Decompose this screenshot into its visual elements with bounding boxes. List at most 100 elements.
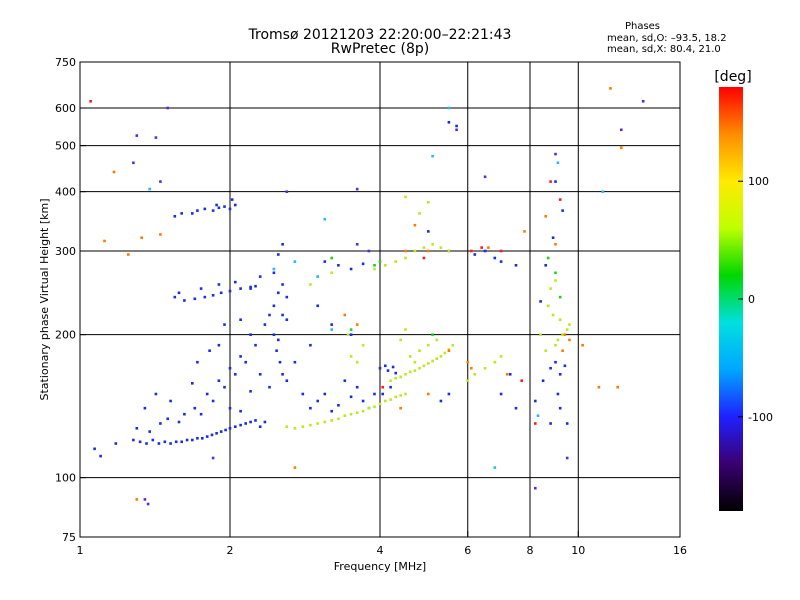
data-point	[185, 438, 189, 442]
data-point	[191, 438, 194, 442]
data-point	[565, 456, 569, 460]
data-point	[565, 328, 569, 331]
grid-lines	[80, 62, 680, 537]
data-point	[89, 100, 92, 103]
data-point	[546, 256, 550, 260]
data-point	[427, 343, 430, 347]
data-point	[330, 323, 333, 326]
data-point	[404, 195, 407, 199]
y-tick-label: 600	[55, 102, 76, 115]
data-point	[427, 392, 430, 396]
data-point	[563, 364, 567, 368]
data-point	[323, 392, 327, 396]
data-point	[301, 392, 305, 396]
data-point	[223, 323, 226, 326]
data-point	[520, 379, 523, 382]
data-point	[373, 267, 376, 271]
data-point	[539, 333, 542, 336]
data-point	[544, 264, 547, 267]
x-tick-label: 1	[77, 544, 84, 557]
data-point	[281, 373, 284, 376]
data-point	[549, 287, 552, 290]
data-point	[143, 406, 147, 410]
data-point	[549, 422, 552, 425]
data-point	[561, 333, 564, 336]
data-point	[361, 409, 365, 413]
data-point	[146, 502, 150, 506]
data-point	[523, 230, 526, 233]
data-point	[546, 304, 550, 308]
data-point	[447, 249, 451, 253]
data-point	[258, 373, 262, 376]
data-point	[254, 284, 257, 288]
data-point	[180, 440, 183, 444]
data-point	[219, 430, 223, 433]
data-point	[93, 447, 96, 451]
data-point	[217, 206, 221, 210]
y-tick-label: 75	[62, 531, 76, 544]
data-point	[346, 333, 350, 336]
data-point	[549, 180, 552, 183]
data-point	[114, 442, 118, 445]
data-point	[473, 253, 477, 256]
stats-o-mode: mean, sd,O: –93.5, 18.2	[607, 33, 727, 44]
stats-x-mode: mean, sd,X: 80.4, 21.0	[607, 44, 721, 55]
data-point	[373, 392, 376, 396]
y-tick-label: 100	[55, 472, 76, 485]
data-point	[435, 338, 439, 342]
data-point	[349, 333, 353, 336]
data-point	[316, 304, 319, 308]
data-point	[447, 349, 451, 352]
data-point	[473, 373, 477, 376]
data-point	[408, 355, 412, 358]
data-point	[163, 440, 167, 444]
data-point	[399, 406, 402, 410]
x-tick-label: 2	[227, 544, 234, 557]
data-point	[554, 180, 557, 183]
colorbar-tick-label: 100	[748, 175, 769, 188]
data-point	[355, 323, 359, 326]
data-point	[427, 362, 430, 365]
x-axis-ticks: 1 2 4 6 8 10 16	[77, 531, 687, 557]
data-point	[418, 349, 421, 352]
data-point	[103, 239, 106, 243]
data-point	[281, 283, 284, 286]
data-point	[554, 243, 557, 246]
data-point	[196, 209, 199, 212]
data-point	[183, 299, 186, 302]
data-point	[285, 190, 289, 193]
data-point	[427, 249, 430, 253]
data-point	[330, 256, 333, 260]
data-point	[394, 371, 397, 375]
data-point	[418, 212, 421, 215]
data-point	[361, 262, 365, 266]
x-tick-label: 4	[377, 544, 384, 557]
data-point	[451, 343, 455, 347]
data-point	[228, 289, 232, 293]
data-point	[316, 275, 319, 278]
data-point	[413, 369, 417, 372]
data-point	[154, 136, 158, 139]
data-point	[384, 264, 387, 267]
data-point	[159, 422, 162, 425]
data-point	[391, 365, 395, 369]
data-point	[361, 399, 365, 403]
data-point	[219, 291, 223, 295]
data-point	[499, 392, 503, 396]
data-point	[157, 442, 161, 445]
y-tick-label: 300	[55, 245, 76, 258]
data-point	[384, 364, 387, 368]
data-point	[330, 328, 333, 331]
data-point	[394, 376, 397, 380]
data-point	[399, 394, 402, 397]
data-point	[384, 399, 387, 403]
data-point	[422, 246, 426, 249]
data-point	[508, 373, 512, 376]
data-point	[343, 379, 347, 382]
data-point	[281, 243, 284, 246]
data-point	[196, 360, 199, 364]
y-tick-label: 500	[55, 140, 76, 153]
data-point	[148, 187, 151, 191]
data-point	[609, 87, 612, 90]
data-point	[211, 399, 215, 403]
